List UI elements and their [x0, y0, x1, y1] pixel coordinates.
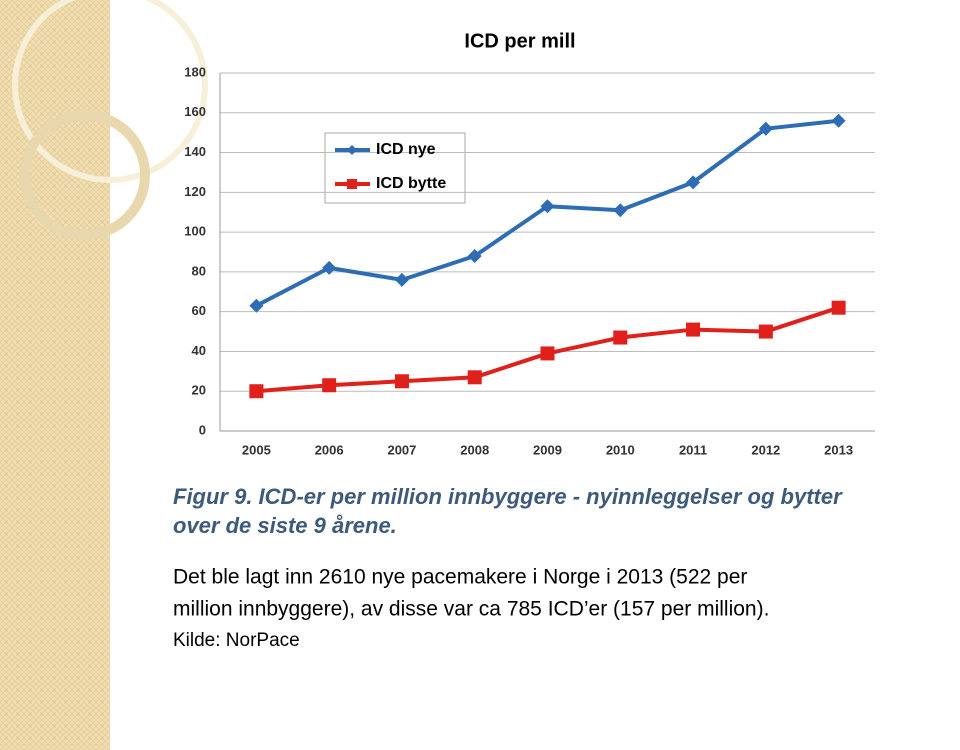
y-tick-label: 0 [199, 422, 206, 437]
x-tick-label: 2013 [824, 442, 853, 457]
marker [613, 203, 628, 218]
x-tick-label: 2007 [387, 442, 416, 457]
y-tick-label: 40 [192, 343, 206, 358]
marker [686, 322, 701, 337]
x-tick-label: 2009 [533, 442, 562, 457]
marker [758, 121, 773, 136]
caption: over de siste 9 årene. [173, 513, 397, 538]
x-tick-label: 2012 [751, 442, 780, 457]
legend-label: ICD nye [376, 141, 436, 158]
y-tick-label: 160 [184, 104, 206, 119]
marker [758, 324, 773, 339]
x-tick-label: 2005 [242, 442, 271, 457]
legend-label: ICD bytte [376, 175, 446, 192]
y-tick-label: 60 [192, 303, 206, 318]
y-tick-label: 180 [184, 64, 206, 79]
body-text: million innbyggere), av disse var ca 785… [173, 598, 769, 621]
y-tick-label: 80 [192, 263, 206, 278]
legend-marker [347, 145, 357, 155]
body-text: Det ble lagt inn 2610 nye pacemakere i N… [173, 566, 747, 589]
marker [322, 378, 337, 393]
marker [394, 272, 409, 287]
marker [540, 346, 555, 361]
legend [324, 132, 466, 204]
x-tick-label: 2010 [606, 442, 635, 457]
y-tick-label: 100 [184, 224, 206, 239]
marker [322, 260, 337, 275]
caption: Figur 9. ICD-er per million innbyggere -… [173, 484, 843, 509]
marker [613, 330, 628, 345]
marker [394, 374, 409, 389]
marker [249, 298, 264, 313]
ornament [20, 110, 150, 240]
marker [831, 113, 846, 128]
marker [467, 248, 482, 263]
y-tick-label: 20 [192, 383, 206, 398]
x-tick-label: 2006 [315, 442, 344, 457]
y-tick-label: 140 [184, 144, 206, 159]
x-tick-label: 2008 [460, 442, 489, 457]
marker [249, 384, 264, 399]
marker [467, 370, 482, 385]
legend-marker [347, 179, 357, 189]
marker [686, 175, 701, 190]
x-tick-label: 2011 [679, 442, 707, 457]
ornament [12, 0, 208, 183]
source: Kilde: NorPace [173, 630, 300, 651]
y-tick-label: 120 [184, 184, 206, 199]
chart-title: ICD per mill [464, 30, 575, 52]
marker [831, 300, 846, 315]
marker [540, 199, 555, 214]
